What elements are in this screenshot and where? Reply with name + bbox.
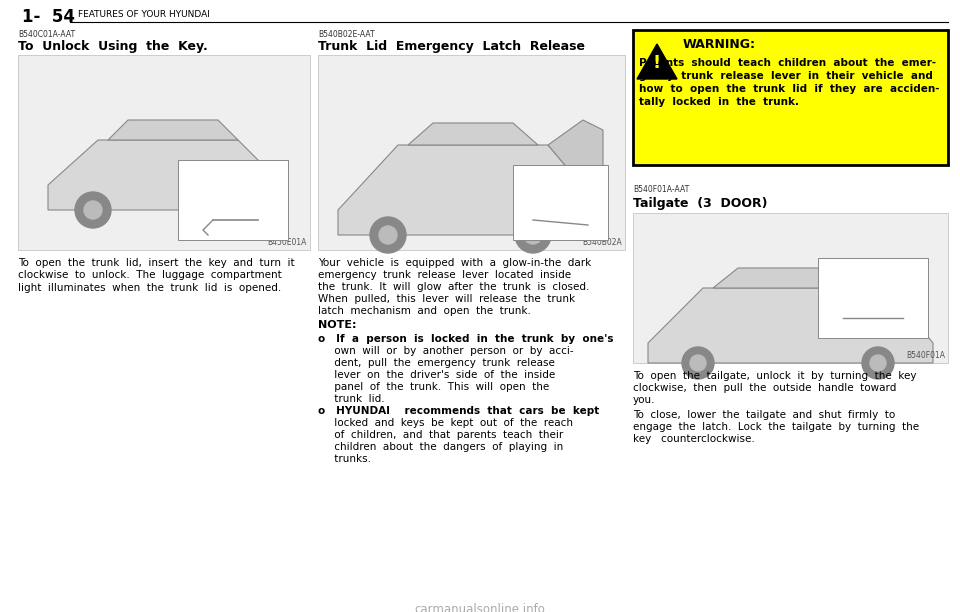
Circle shape (690, 355, 706, 371)
Bar (178, 160, 288, 240)
Circle shape (370, 217, 406, 253)
Text: Trunk  Lid  Emergency  Latch  Release: Trunk Lid Emergency Latch Release (318, 40, 585, 53)
Text: you.: you. (633, 395, 656, 405)
Text: dent,  pull  the  emergency  trunk  release: dent, pull the emergency trunk release (318, 358, 555, 368)
Circle shape (215, 192, 251, 228)
Polygon shape (637, 44, 677, 79)
Circle shape (870, 355, 886, 371)
Text: of  children,  and  that  parents  teach  their: of children, and that parents teach thei… (318, 430, 564, 440)
Text: trunk  lid.: trunk lid. (318, 394, 385, 404)
Circle shape (682, 347, 714, 379)
Text: B540F01A: B540F01A (906, 351, 945, 360)
Text: 1-  54: 1- 54 (22, 8, 75, 26)
Text: o   HYUNDAI    recommends  that  cars  be  kept: o HYUNDAI recommends that cars be kept (318, 406, 599, 416)
Text: o   If  a  person  is  locked  in  the  trunk  by  one's: o If a person is locked in the trunk by … (318, 334, 613, 344)
Circle shape (862, 347, 894, 379)
Polygon shape (648, 288, 933, 363)
Text: !: ! (653, 54, 661, 72)
Circle shape (224, 201, 242, 219)
Text: To  close,  lower  the  tailgate  and  shut  firmly  to: To close, lower the tailgate and shut fi… (633, 410, 896, 420)
Text: Your  vehicle  is  equipped  with  a  glow-in-the  dark: Your vehicle is equipped with a glow-in-… (318, 258, 591, 268)
Text: To  open  the  trunk  lid,  insert  the  key  and  turn  it: To open the trunk lid, insert the key an… (18, 258, 295, 268)
Text: B450E01A: B450E01A (268, 238, 307, 247)
Text: the  trunk.  It  will  glow  after  the  trunk  is  closed.: the trunk. It will glow after the trunk … (318, 282, 589, 292)
Text: engage  the  latch.  Lock  the  tailgate  by  turning  the: engage the latch. Lock the tailgate by t… (633, 422, 919, 432)
Circle shape (515, 217, 551, 253)
Bar (633, 30, 948, 165)
Text: B540B02A: B540B02A (583, 238, 622, 247)
Text: latch  mechanism  and  open  the  trunk.: latch mechanism and open the trunk. (318, 306, 531, 316)
Bar (633, 213, 948, 363)
Bar (318, 55, 625, 250)
Text: gency  trunk  release  lever  in  their  vehicle  and: gency trunk release lever in their vehic… (639, 71, 933, 81)
Text: children  about  the  dangers  of  playing  in: children about the dangers of playing in (318, 442, 564, 452)
Text: trunks.: trunks. (318, 454, 371, 464)
Polygon shape (713, 268, 878, 288)
Bar (18, 55, 310, 250)
Text: clockwise  to  unlock.  The  luggage  compartment: clockwise to unlock. The luggage compart… (18, 271, 281, 280)
Circle shape (75, 192, 111, 228)
Text: lever  on  the  driver's  side  of  the  inside: lever on the driver's side of the inside (318, 370, 555, 380)
Text: To  Unlock  Using  the  Key.: To Unlock Using the Key. (18, 40, 207, 53)
Text: emergency  trunk  release  lever  located  inside: emergency trunk release lever located in… (318, 270, 571, 280)
Circle shape (84, 201, 102, 219)
Text: To  open  the  tailgate,  unlock  it  by  turning  the  key: To open the tailgate, unlock it by turni… (633, 371, 917, 381)
Text: locked  and  keys  be  kept  out  of  the  reach: locked and keys be kept out of the reach (318, 418, 573, 428)
Text: Parents  should  teach  children  about  the  emer-: Parents should teach children about the … (639, 58, 936, 68)
Text: B540B02E-AAT: B540B02E-AAT (318, 30, 374, 39)
Text: NOTE:: NOTE: (318, 320, 356, 330)
Text: WARNING:: WARNING: (683, 38, 756, 51)
Circle shape (379, 226, 397, 244)
Bar (818, 258, 928, 338)
Text: carmanualsonline.info: carmanualsonline.info (415, 603, 545, 612)
Text: light  illuminates  when  the  trunk  lid  is  opened.: light illuminates when the trunk lid is … (18, 283, 281, 293)
Polygon shape (548, 120, 603, 210)
Text: panel  of  the  trunk.  This  will  open  the: panel of the trunk. This will open the (318, 382, 549, 392)
Text: B540C01A-AAT: B540C01A-AAT (18, 30, 75, 39)
Polygon shape (408, 123, 538, 145)
Text: own  will  or  by  another  person  or  by  acci-: own will or by another person or by acci… (318, 346, 574, 356)
Bar (513, 165, 608, 240)
Text: tally  locked  in  the  trunk.: tally locked in the trunk. (639, 97, 799, 107)
Text: FEATURES OF YOUR HYUNDAI: FEATURES OF YOUR HYUNDAI (78, 10, 210, 19)
Polygon shape (108, 120, 238, 140)
Polygon shape (48, 140, 283, 210)
Polygon shape (338, 145, 603, 235)
Text: clockwise,  then  pull  the  outside  handle  toward: clockwise, then pull the outside handle … (633, 383, 897, 393)
Text: When  pulled,  this  lever  will  release  the  trunk: When pulled, this lever will release the… (318, 294, 575, 304)
Text: Tailgate  (3  DOOR): Tailgate (3 DOOR) (633, 197, 767, 210)
Text: B540F01A-AAT: B540F01A-AAT (633, 185, 689, 194)
Text: key   counterclockwise.: key counterclockwise. (633, 434, 755, 444)
Text: how  to  open  the  trunk  lid  if  they  are  acciden-: how to open the trunk lid if they are ac… (639, 84, 940, 94)
Circle shape (524, 226, 542, 244)
